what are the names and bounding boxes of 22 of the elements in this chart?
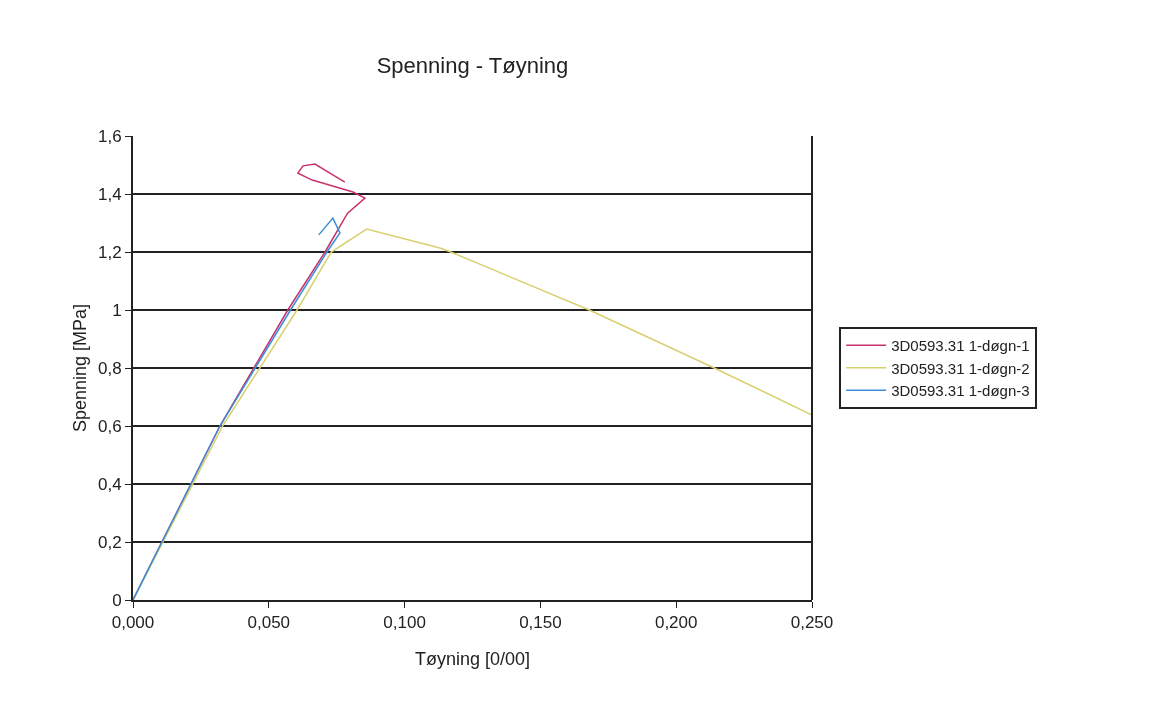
x-tick-label: 0,200 xyxy=(654,613,698,633)
y-tick-label: 1,2 xyxy=(97,242,122,262)
y-tick-label: 1 xyxy=(112,300,122,320)
legend-label: 3D0593.31 1-døgn-1 xyxy=(891,337,1030,355)
x-tick-label: 0,100 xyxy=(383,613,426,633)
x-tick-label: 0,150 xyxy=(519,613,562,633)
legend-label: 3D0593.31 1-døgn-3 xyxy=(891,382,1030,400)
y-tick-label: 1,6 xyxy=(97,126,122,146)
x-tick-label: 0,050 xyxy=(247,613,291,633)
x-axis-title: Tøyning [0/00] xyxy=(414,649,531,669)
y-tick-label: 0,6 xyxy=(97,416,122,436)
x-tick-label: 0,250 xyxy=(790,613,834,633)
legend-label: 3D0593.31 1-døgn-2 xyxy=(891,359,1030,377)
x-tick-label: 0,000 xyxy=(111,613,155,633)
y-tick-label: 0 xyxy=(112,590,122,610)
y-tick-label: 0,2 xyxy=(97,532,122,552)
y-tick-label: 0,8 xyxy=(97,358,122,378)
y-tick-label: 1,4 xyxy=(97,184,122,204)
line-series xyxy=(133,217,341,600)
y-tick-label: 0,4 xyxy=(97,474,122,494)
chart-title: Spenning - Tøyning xyxy=(376,53,569,79)
y-axis-title: Spenning [MPa] xyxy=(70,303,90,433)
